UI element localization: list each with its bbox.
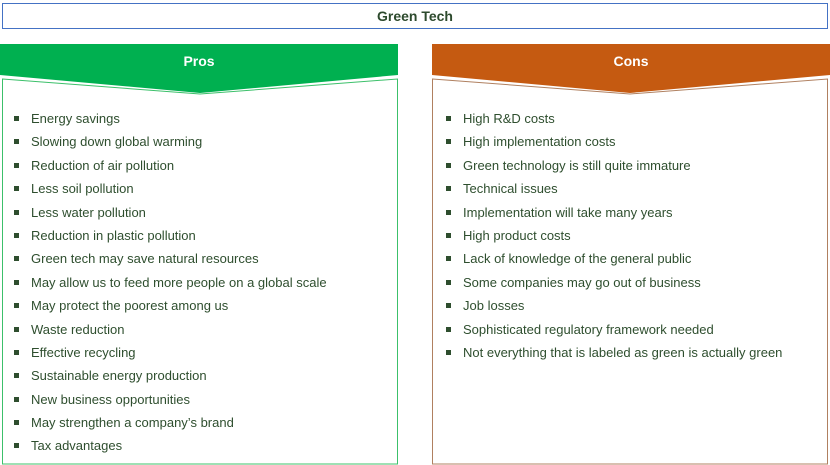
pros-box-outline: [2, 78, 398, 465]
cons-list-item: High implementation costs: [434, 133, 782, 156]
cons-list-item: Technical issues: [434, 180, 782, 203]
cons-list-item: Some companies may go out of business: [434, 274, 782, 297]
cons-list-item: Job losses: [434, 297, 782, 320]
square-bullet-icon: [446, 303, 451, 309]
pros-list-item: May strengthen a company’s brand: [2, 414, 327, 437]
square-bullet-icon: [446, 349, 451, 355]
pros-item-text: Slowing down global warming: [31, 134, 203, 150]
cons-list-item: Sophisticated regulatory framework neede…: [434, 321, 782, 344]
pros-list: Energy savings Slowing down global warmin…: [2, 110, 327, 461]
pros-header: Pros: [183, 53, 215, 69]
pros-item-text: Reduction in plastic pollution: [31, 227, 196, 243]
cons-item-text: High product costs: [463, 227, 571, 243]
cons-box-outline: [432, 78, 828, 465]
cons-list-item: Green technology is still quite immature: [434, 157, 782, 180]
cons-list-item: Lack of knowledge of the general public: [434, 250, 782, 273]
pros-list-item: Less water pollution: [2, 204, 327, 227]
cons-header-shape: [432, 44, 830, 93]
cons-item-text: Green technology is still quite immature: [463, 157, 691, 173]
pros-list-item: New business opportunities: [2, 391, 327, 414]
pros-list-item: Effective recycling: [2, 344, 327, 367]
page-title: Green Tech: [377, 8, 453, 24]
cons-list-item: High R&D costs: [434, 110, 782, 133]
pros-item-text: May strengthen a company’s brand: [31, 415, 234, 431]
square-bullet-icon: [14, 420, 19, 426]
square-bullet-icon: [14, 116, 19, 121]
cons-item-text: High R&D costs: [463, 111, 555, 126]
square-bullet-icon: [14, 256, 19, 262]
square-bullet-icon: [14, 396, 19, 402]
pros-list-item: Less soil pollution: [2, 180, 327, 203]
pros-item-text: May allow us to feed more people on a gl…: [31, 274, 327, 290]
square-bullet-icon: [14, 209, 19, 215]
square-bullet-icon: [446, 139, 451, 145]
square-bullet-icon: [14, 443, 19, 449]
pros-list-item: May allow us to feed more people on a gl…: [2, 274, 327, 297]
cons-header: Cons: [613, 53, 649, 69]
cons-item-text: Sophisticated regulatory framework neede…: [463, 321, 714, 337]
cons-item-text: Job losses: [463, 298, 525, 314]
pros-list-item: Green tech may save natural resources: [2, 250, 327, 273]
square-bullet-icon: [14, 232, 19, 238]
cons-list-item: Not everything that is labeled as green …: [434, 344, 782, 367]
cons-list-item: Implementation will take many years: [434, 204, 782, 227]
square-bullet-icon: [14, 303, 19, 309]
cons-item-text: Not everything that is labeled as green …: [463, 344, 783, 360]
cons-item-text: High implementation costs: [463, 134, 616, 150]
square-bullet-icon: [446, 256, 451, 262]
cons-list-item: High product costs: [434, 227, 782, 250]
pros-list-item: Energy savings: [2, 110, 327, 133]
pros-item-text: Effective recycling: [31, 344, 136, 360]
square-bullet-icon: [14, 139, 19, 145]
square-bullet-icon: [14, 326, 19, 332]
pros-list-item: Waste reduction: [2, 321, 327, 344]
square-bullet-icon: [446, 162, 451, 168]
square-bullet-icon: [446, 186, 451, 192]
square-bullet-icon: [446, 326, 451, 332]
pros-header-shape: [0, 44, 398, 93]
cons-item-text: Technical issues: [463, 181, 558, 197]
square-bullet-icon: [446, 116, 451, 121]
pros-item-text: Energy savings: [31, 111, 120, 126]
pros-item-text: Reduction of air pollution: [31, 157, 175, 173]
pros-item-text: Less water pollution: [31, 204, 146, 220]
pros-list-item: Slowing down global warming: [2, 133, 327, 156]
pros-item-text: Tax advantages: [31, 438, 123, 454]
cons-list: High R&D costs High implementation costs G…: [434, 110, 782, 367]
pros-item-text: New business opportunities: [31, 391, 190, 407]
pros-item-text: Green tech may save natural resources: [31, 251, 259, 267]
square-bullet-icon: [14, 349, 19, 355]
cons-item-text: Some companies may go out of business: [463, 274, 701, 290]
cons-item-text: Lack of knowledge of the general public: [463, 251, 692, 267]
pros-item-text: Waste reduction: [31, 321, 125, 337]
pros-list-item: Sustainable energy production: [2, 367, 327, 390]
pros-list-item: Reduction in plastic pollution: [2, 227, 327, 250]
title-box: Green Tech: [2, 3, 828, 29]
square-bullet-icon: [446, 279, 451, 285]
cons-item-text: Implementation will take many years: [463, 204, 673, 220]
square-bullet-icon: [14, 162, 19, 168]
square-bullet-icon: [14, 373, 19, 379]
pros-list-item: May protect the poorest among us: [2, 297, 327, 320]
square-bullet-icon: [14, 186, 19, 192]
pros-list-item: Tax advantages: [2, 437, 327, 460]
square-bullet-icon: [446, 209, 451, 215]
pros-item-text: May protect the poorest among us: [31, 298, 229, 314]
square-bullet-icon: [14, 279, 19, 285]
square-bullet-icon: [446, 232, 451, 238]
pros-item-text: Less soil pollution: [31, 181, 134, 197]
pros-item-text: Sustainable energy production: [31, 368, 207, 384]
pros-list-item: Reduction of air pollution: [2, 157, 327, 180]
